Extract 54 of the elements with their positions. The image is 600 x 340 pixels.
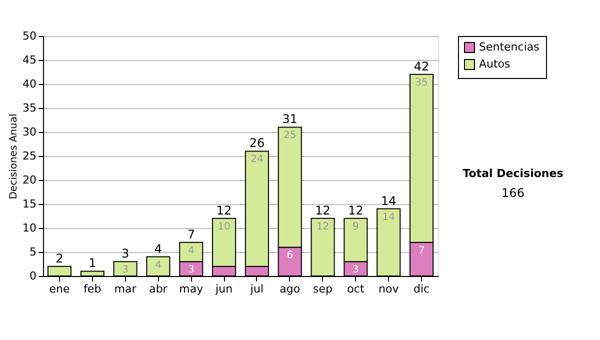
- data-label: 4: [155, 260, 162, 271]
- x-tick-label: sep: [313, 282, 333, 296]
- total-label: 12: [348, 203, 364, 218]
- y-tick-label: 40: [22, 78, 36, 90]
- total-label: 7: [187, 227, 195, 242]
- total-label: 26: [249, 136, 265, 150]
- data-label: 24: [250, 154, 264, 166]
- total-label: 42: [414, 59, 430, 74]
- x-tick-label: dic: [413, 282, 430, 296]
- data-label: 3: [352, 264, 359, 276]
- y-tick-label: 15: [22, 198, 36, 210]
- x-tick-label: may: [179, 282, 204, 296]
- y-tick-label: 20: [22, 174, 36, 186]
- data-label: 3: [188, 264, 194, 276]
- x-tick-label: jun: [214, 282, 233, 296]
- y-tick-label: 5: [30, 246, 36, 258]
- total-label: 4: [154, 242, 162, 256]
- data-label: 9: [352, 221, 359, 232]
- y-tick-label: 25: [22, 150, 36, 162]
- legend-label: Sentencias: [479, 40, 540, 54]
- x-tick-label: feb: [84, 282, 102, 296]
- total-label: 12: [216, 203, 232, 218]
- data-label: 25: [284, 130, 296, 142]
- data-label: 6: [286, 250, 294, 262]
- data-label: 3: [122, 264, 128, 276]
- x-tick-label: jul: [249, 282, 264, 296]
- total-label: 1: [88, 256, 96, 270]
- x-tick-label: oct: [347, 282, 365, 296]
- total-label: 3: [121, 246, 130, 261]
- total-label: 14: [380, 194, 396, 208]
- y-tick-label: 10: [22, 222, 36, 234]
- data-label: 4: [188, 245, 194, 256]
- total-label: 2: [56, 251, 64, 266]
- y-tick-label: 45: [22, 54, 36, 66]
- text: 166: [502, 186, 524, 200]
- total-label: 12: [315, 203, 330, 218]
- x-tick-label: mar: [114, 282, 137, 296]
- data-label: 10: [218, 221, 230, 232]
- x-tick-label: ago: [280, 282, 300, 296]
- data-label: 12: [316, 221, 330, 232]
- y-tick-label: 0: [30, 270, 36, 282]
- legend-label: Autos: [479, 58, 511, 70]
- text: Total Decisiones: [462, 167, 564, 180]
- x-tick-label: ene: [49, 282, 70, 296]
- data-label: 7: [418, 245, 425, 256]
- data-label: 14: [382, 212, 395, 223]
- x-tick-label: abr: [149, 282, 168, 296]
- total-label: 31: [282, 112, 298, 126]
- y-tick-label: 50: [22, 30, 36, 42]
- data-label: 35: [415, 77, 428, 88]
- y-tick-label: 30: [22, 126, 36, 138]
- x-tick-label: nov: [378, 282, 400, 296]
- y-axis-title: Decisiones Anual: [8, 114, 20, 200]
- y-tick-label: 35: [22, 102, 36, 114]
